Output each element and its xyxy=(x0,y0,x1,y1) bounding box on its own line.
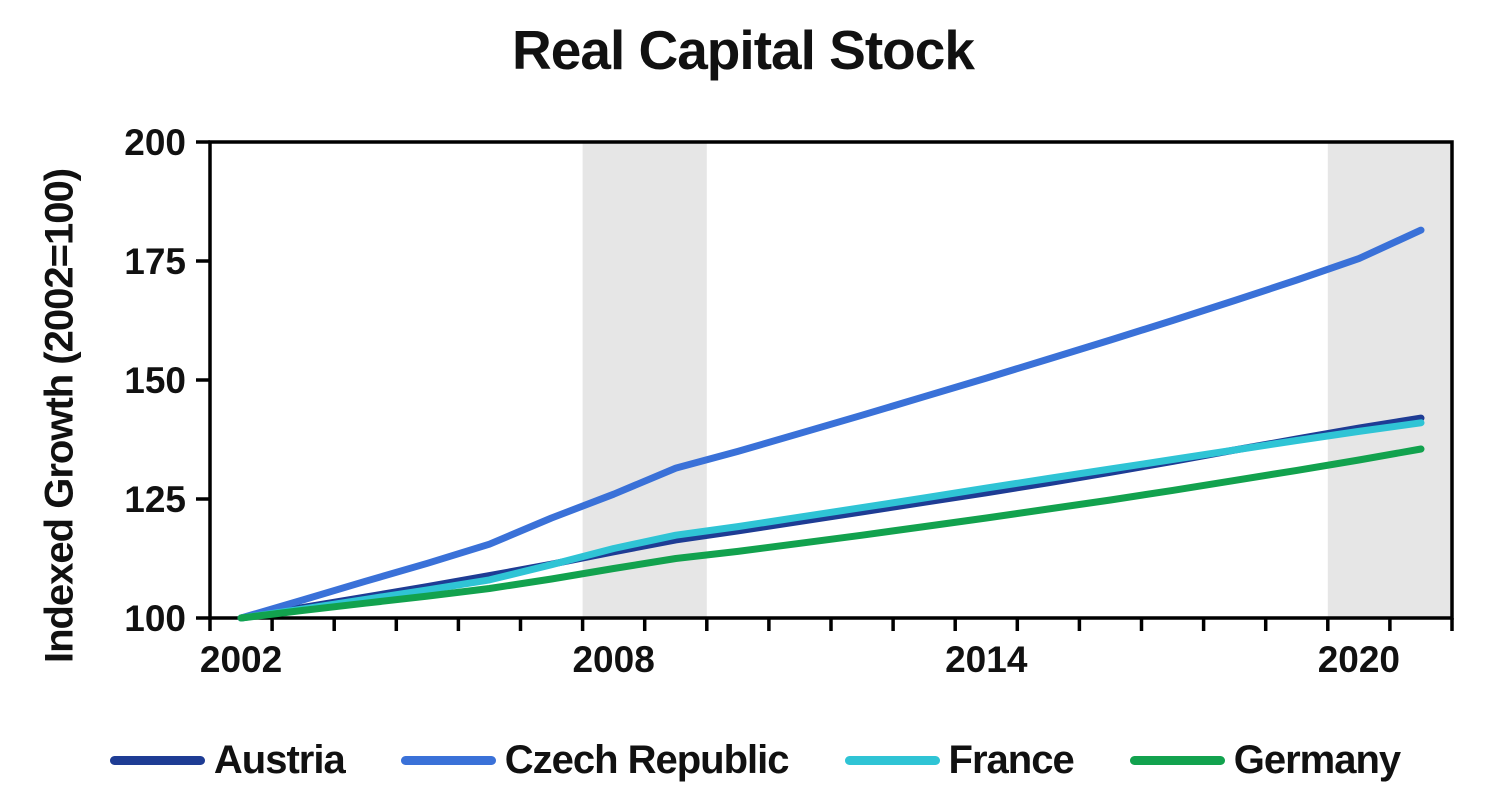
legend-item-austria: Austria xyxy=(109,738,346,783)
legend-item-germany: Germany xyxy=(1129,738,1401,783)
x-tick-label: 2002 xyxy=(200,639,282,680)
legend-swatch-france xyxy=(844,756,940,765)
legend: Austria Czech Republic France Germany xyxy=(0,738,1510,783)
recession-band xyxy=(1327,142,1452,618)
chart-title: Real Capital Stock xyxy=(512,19,975,81)
legend-label-france: France xyxy=(948,738,1075,782)
y-tick-label: 125 xyxy=(124,479,186,520)
series-line-czech-republic xyxy=(237,226,1425,622)
legend-label-germany: Germany xyxy=(1233,738,1401,782)
x-tick-label: 2020 xyxy=(1318,639,1400,680)
y-tick-label: 100 xyxy=(124,598,186,639)
legend-label-austria: Austria xyxy=(213,738,346,782)
legend-swatch-czech-republic xyxy=(400,756,496,765)
x-tick-label: 2014 xyxy=(945,639,1028,680)
legend-swatch-germany xyxy=(1129,756,1225,765)
series-line-france xyxy=(237,419,1425,622)
y-tick-label: 175 xyxy=(124,241,186,282)
series-line-germany xyxy=(237,445,1425,622)
plot-border xyxy=(208,140,1454,620)
legend-item-czech-republic: Czech Republic xyxy=(400,738,790,783)
y-tick-label: 200 xyxy=(124,122,186,163)
legend-swatch-austria xyxy=(109,756,205,765)
x-tick-label: 2008 xyxy=(572,639,654,680)
y-tick-label: 150 xyxy=(124,360,186,401)
legend-label-czech-republic: Czech Republic xyxy=(504,738,790,782)
legend-item-france: France xyxy=(844,738,1075,783)
